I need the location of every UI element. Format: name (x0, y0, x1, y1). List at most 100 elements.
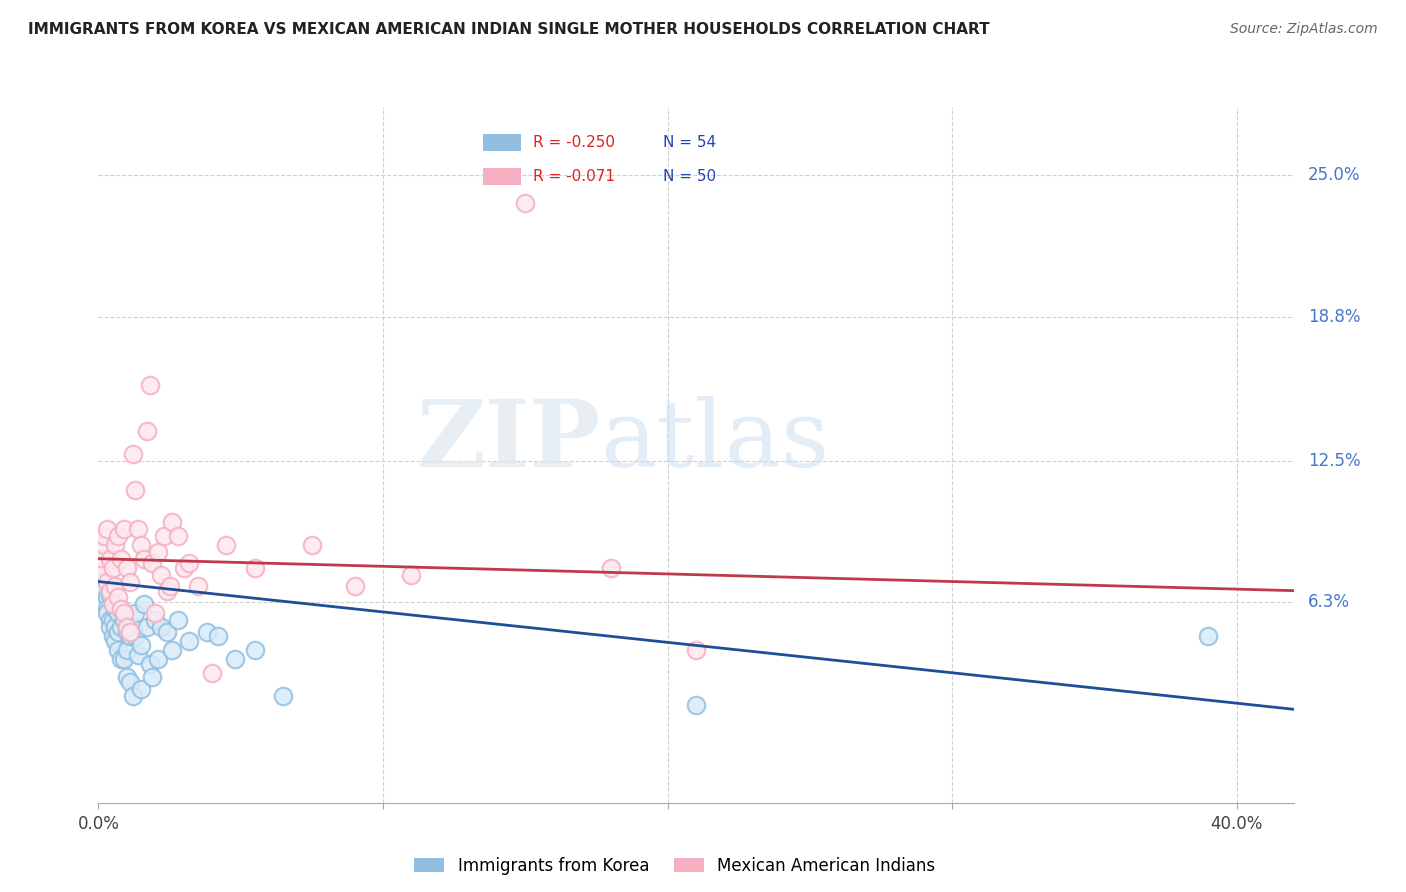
Point (685, 698, 707, 712)
FancyBboxPatch shape (484, 134, 520, 151)
Point (162, 515, 184, 529)
Point (207, 629, 229, 643)
Point (167, 613, 190, 627)
Text: 12.5%: 12.5% (1308, 451, 1361, 469)
Point (132, 598, 155, 612)
Point (96, 522, 118, 536)
Point (121, 620, 143, 634)
Point (118, 574, 141, 589)
Text: N = 50: N = 50 (662, 169, 716, 184)
Point (98, 583, 121, 598)
Point (138, 378, 160, 392)
Point (159, 579, 181, 593)
Point (118, 624, 141, 639)
Point (118, 629, 141, 643)
Point (401, 567, 423, 582)
Point (110, 652, 132, 666)
Point (148, 652, 170, 666)
Point (90, 567, 112, 582)
Point (112, 652, 135, 666)
Point (96, 591, 118, 605)
Point (98, 588, 121, 602)
Point (112, 613, 135, 627)
Point (150, 620, 173, 634)
Point (195, 624, 218, 639)
Point (104, 602, 127, 616)
Point (273, 689, 295, 703)
Point (156, 624, 179, 639)
Point (129, 639, 152, 653)
Point (1197, 629, 1219, 643)
Text: ZIP: ZIP (416, 396, 600, 486)
Point (179, 633, 201, 648)
Text: R = -0.250: R = -0.250 (533, 135, 614, 150)
Point (104, 538, 127, 552)
Point (148, 545, 170, 559)
Text: IMMIGRANTS FROM KOREA VS MEXICAN AMERICAN INDIAN SINGLE MOTHER HOUSEHOLDS CORREL: IMMIGRANTS FROM KOREA VS MEXICAN AMERICA… (28, 22, 990, 37)
Text: atlas: atlas (600, 396, 830, 486)
Point (115, 620, 138, 634)
Point (107, 643, 129, 657)
FancyBboxPatch shape (484, 169, 520, 185)
Point (101, 629, 124, 643)
Point (127, 522, 149, 536)
Point (118, 674, 141, 689)
Point (107, 624, 129, 639)
Point (115, 561, 138, 575)
Point (143, 607, 166, 621)
Point (112, 607, 135, 621)
Point (124, 629, 146, 643)
Point (101, 598, 124, 612)
Point (104, 620, 127, 634)
Point (110, 602, 132, 616)
Point (93, 598, 115, 612)
Point (98, 620, 121, 634)
Point (301, 538, 323, 552)
Point (112, 522, 135, 536)
Point (90, 574, 112, 589)
Point (243, 561, 266, 575)
Point (104, 579, 127, 593)
Point (167, 529, 190, 543)
Point (107, 607, 129, 621)
Text: N = 54: N = 54 (662, 135, 716, 150)
Point (121, 447, 143, 461)
Text: 25.0%: 25.0% (1308, 167, 1361, 185)
Point (201, 665, 224, 680)
Point (135, 424, 157, 438)
Point (515, 195, 537, 210)
Point (143, 613, 166, 627)
Point (132, 551, 155, 566)
Point (138, 657, 160, 671)
Point (107, 591, 129, 605)
Point (599, 561, 621, 575)
Point (110, 551, 132, 566)
Point (141, 670, 163, 684)
Point (141, 556, 163, 570)
Point (98, 613, 121, 627)
Point (685, 643, 707, 657)
Point (90, 551, 112, 566)
Point (96, 574, 118, 589)
Point (124, 483, 146, 498)
Point (343, 579, 366, 593)
Point (107, 529, 129, 543)
Point (124, 607, 146, 621)
Point (153, 529, 176, 543)
Point (101, 579, 124, 593)
Point (224, 652, 246, 666)
Point (243, 643, 266, 657)
Point (96, 607, 118, 621)
Point (93, 538, 115, 552)
Point (101, 561, 124, 575)
Text: 18.8%: 18.8% (1308, 308, 1361, 326)
Text: 6.3%: 6.3% (1308, 593, 1350, 611)
Point (104, 633, 127, 648)
Point (121, 689, 143, 703)
Point (135, 620, 157, 634)
Point (129, 681, 152, 696)
Point (179, 556, 201, 570)
Point (156, 583, 179, 598)
Point (115, 670, 138, 684)
Point (215, 538, 238, 552)
